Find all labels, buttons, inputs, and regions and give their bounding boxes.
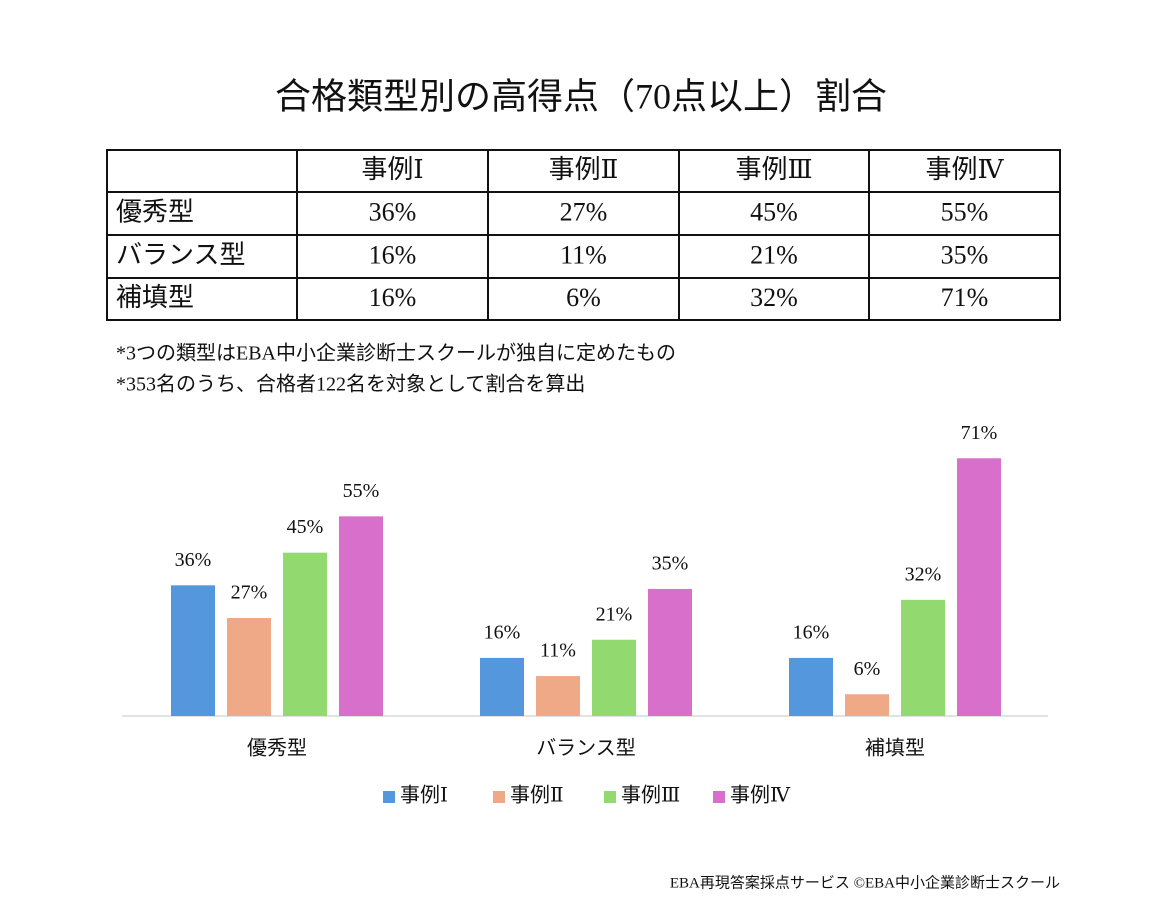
table-cell: 35%: [941, 240, 989, 269]
bar: [957, 458, 1001, 716]
table-cell: 71%: [941, 283, 989, 312]
data-label: 6%: [854, 658, 881, 680]
data-label: 35%: [652, 553, 689, 575]
table-cell: 27%: [560, 197, 608, 226]
data-label: 71%: [961, 422, 998, 444]
x-tick-label: 補填型: [865, 737, 925, 760]
row-label: 優秀型: [116, 197, 194, 226]
table-cell: 16%: [369, 283, 417, 312]
legend-swatch: [493, 791, 505, 803]
legend-label: 事例Ⅲ: [621, 784, 680, 807]
data-label: 27%: [231, 582, 268, 604]
table-cell: 45%: [750, 197, 798, 226]
data-label: 55%: [343, 480, 380, 502]
row-label: バランス型: [116, 240, 245, 269]
x-tick-label: バランス型: [536, 737, 636, 760]
table-grid: [106, 149, 1061, 321]
table-cell: 16%: [369, 240, 417, 269]
legend-swatch: [713, 791, 725, 803]
table-cell: 11%: [560, 240, 607, 269]
table-cell: 6%: [566, 283, 601, 312]
table-header: 事例Ⅱ: [549, 155, 619, 184]
table-cell: 32%: [750, 283, 798, 312]
bar: [901, 599, 945, 716]
bar: [789, 657, 833, 716]
table-cell: 21%: [750, 240, 798, 269]
bar: [592, 639, 636, 716]
data-label: 32%: [905, 563, 942, 585]
table-cell: 36%: [369, 197, 417, 226]
data-label: 11%: [540, 640, 576, 662]
table-header: 事例Ⅰ: [361, 155, 423, 184]
row-label: 補填型: [116, 283, 194, 312]
data-label: 21%: [596, 603, 633, 625]
legend-label: 事例Ⅰ: [400, 784, 448, 807]
note: *353名のうち、合格者122名を対象として割合を算出: [116, 373, 585, 396]
note: *3つの類型はEBA中小企業診断士スクールが独自に定めたもの: [116, 342, 676, 365]
x-tick-label: 優秀型: [247, 737, 307, 760]
table-cell: 55%: [941, 197, 989, 226]
legend-label: 事例Ⅳ: [730, 784, 791, 807]
bar: [339, 516, 383, 716]
bar: [845, 694, 889, 716]
footer: EBA再現答案採点サービス ©EBA中小企業診断士スクール: [670, 873, 1060, 891]
bar: [171, 585, 215, 716]
legend-swatch: [383, 791, 395, 803]
data-label: 36%: [175, 549, 212, 571]
data-label: 45%: [287, 516, 324, 538]
legend-label: 事例Ⅱ: [510, 784, 564, 807]
title: 合格類型別の高得点（70点以上）割合: [275, 76, 887, 116]
legend-swatch: [604, 791, 616, 803]
bar: [227, 617, 271, 716]
data-label: 16%: [484, 622, 521, 644]
data-label: 16%: [793, 622, 830, 644]
bar: [480, 657, 524, 716]
bar: [283, 552, 327, 716]
table-header: 事例Ⅲ: [735, 155, 812, 184]
bar: [648, 588, 692, 716]
bar: [536, 676, 580, 716]
table-header: 事例Ⅳ: [926, 155, 1005, 184]
